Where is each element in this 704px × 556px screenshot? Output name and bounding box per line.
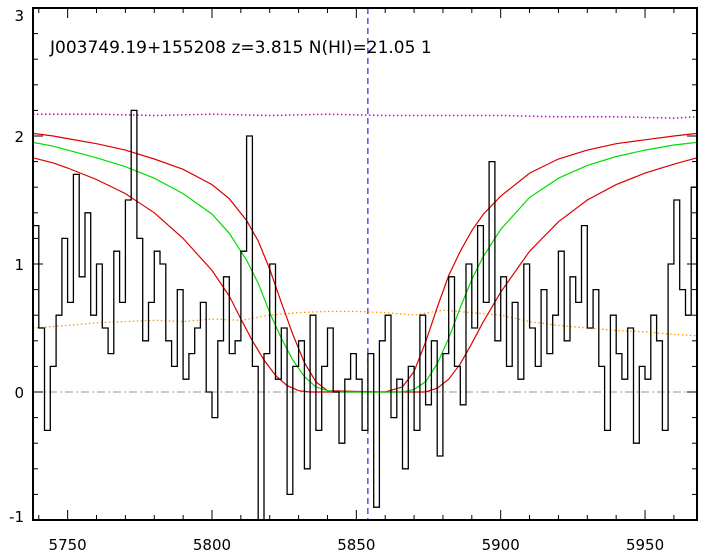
x-tick-label: 5750 (49, 536, 87, 554)
x-tick-label: 5850 (337, 536, 375, 554)
series-model-upper (33, 132, 697, 393)
series-layer (33, 8, 697, 520)
x-tick-label: 5800 (193, 536, 231, 554)
y-tick-label: 0 (14, 384, 24, 402)
y-tick-label: 2 (14, 128, 24, 146)
x-tick-label: 5950 (626, 536, 664, 554)
y-tick-label: -1 (9, 508, 24, 526)
chart-title: J003749.19+155208 z=3.815 N(HI)=21.05 1 (49, 38, 432, 58)
series-error (33, 309, 697, 337)
axis-layer: 5750 5800 5850 5900 5950 -1 0 1 2 3 (9, 7, 697, 554)
y-tick-label: 1 (14, 256, 24, 274)
series-continuum (33, 113, 697, 119)
y-tick-label: 3 (14, 7, 24, 25)
x-tick-label: 5900 (482, 536, 520, 554)
series-spectrum (33, 109, 697, 520)
